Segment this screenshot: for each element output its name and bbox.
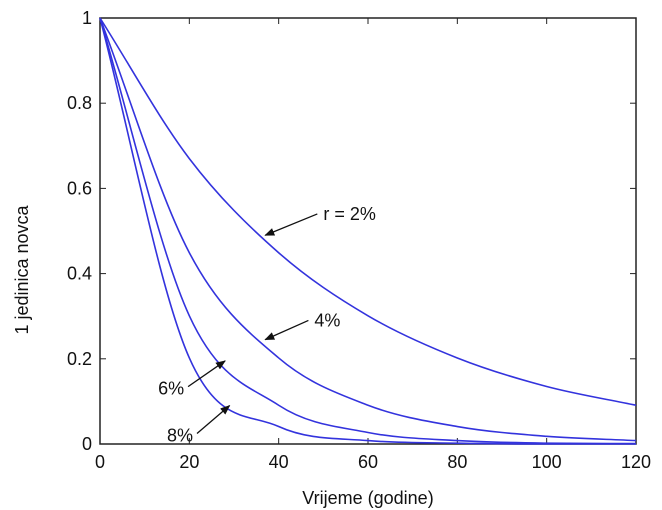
y-tick-label: 0.6 xyxy=(67,178,92,198)
x-tick-label: 20 xyxy=(179,452,199,472)
x-tick-label: 60 xyxy=(358,452,378,472)
series-line xyxy=(99,17,637,442)
x-tick-label: 120 xyxy=(621,452,651,472)
x-tick-label: 100 xyxy=(532,452,562,472)
y-tick-label: 0.4 xyxy=(67,264,92,284)
annotation-label: 4% xyxy=(314,310,340,330)
annotation-label: r = 2% xyxy=(323,204,376,224)
annotation-arrow xyxy=(196,405,231,434)
x-axis-label: Vrijeme (godine) xyxy=(302,488,433,508)
series-line xyxy=(99,17,637,445)
series-layer xyxy=(99,17,637,445)
series-line xyxy=(99,17,636,445)
y-tick-label: 0.8 xyxy=(67,93,92,113)
x-tick-label: 80 xyxy=(447,452,467,472)
annotation-label: 8% xyxy=(167,425,193,445)
annotation-arrow xyxy=(264,319,309,341)
x-tick-label: 0 xyxy=(95,452,105,472)
x-axis: 0 20 40 60 80 100 120 xyxy=(95,18,651,472)
y-tick-label: 1 xyxy=(82,8,92,28)
annotation-label: 6% xyxy=(158,379,184,399)
x-tick-label: 40 xyxy=(269,452,289,472)
plot-area xyxy=(99,17,637,445)
annotation-arrow xyxy=(264,213,318,236)
series-line xyxy=(99,17,637,407)
y-tick-label: 0 xyxy=(82,434,92,454)
y-axis-label: 1 jedinica novca xyxy=(12,204,32,334)
annotation-arrow xyxy=(187,360,226,388)
y-tick-label: 0.2 xyxy=(67,349,92,369)
annotations: r = 2% 4% 6% 8% xyxy=(158,204,376,446)
y-axis: 0 0.2 0.4 0.6 0.8 1 xyxy=(67,8,636,454)
